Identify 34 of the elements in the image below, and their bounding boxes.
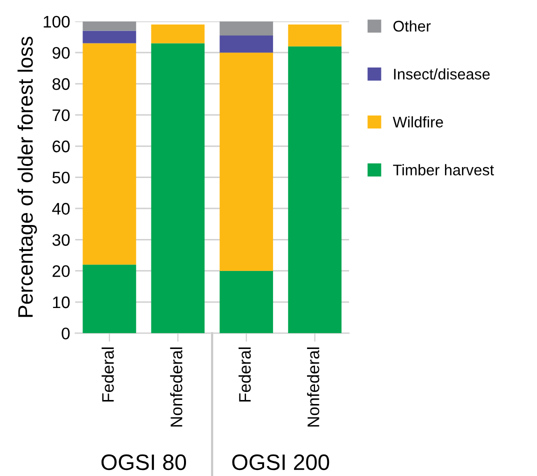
legend-label: Timber harvest: [393, 164, 494, 176]
text: OGSI 200: [232, 454, 330, 470]
bar: [288, 24, 342, 46]
y-axis-title: Percentage of older forest loss: [18, 36, 37, 317]
x-tick-label: Nonfederal: [170, 348, 182, 427]
y-tick-label: 60: [52, 140, 70, 152]
x-tick-label: Federal: [102, 348, 114, 402]
y-tick-label: 80: [52, 78, 70, 90]
bar: [220, 52, 274, 271]
x-tick-label: Nonfederal: [307, 348, 320, 427]
bar: [220, 21, 274, 36]
bar: [151, 24, 205, 44]
bar: [82, 264, 136, 334]
legend-label: Other: [393, 20, 431, 32]
bar: [82, 30, 136, 44]
y-tick-label: 50: [52, 172, 70, 184]
bar: [220, 270, 274, 334]
y-tick-label: 40: [52, 202, 70, 215]
legend-label: Insect/disease: [394, 68, 490, 80]
y-tick-label: 20: [52, 265, 70, 278]
y-tick-label: 100: [44, 16, 70, 28]
bar: [82, 43, 136, 265]
y-tick-label: 30: [52, 234, 70, 246]
y-tick-label: 0: [62, 328, 70, 340]
bar: [288, 46, 342, 334]
y-tick-label: 90: [52, 47, 70, 59]
bar: [151, 43, 205, 334]
x-tick-label: Federal: [238, 348, 251, 402]
y-tick-label: 10: [53, 296, 70, 308]
legend-label: Wildfire: [392, 116, 443, 128]
text: OGSI 80: [101, 454, 186, 470]
y-tick-label: 70: [52, 109, 70, 122]
bar: [82, 21, 136, 31]
bar: [220, 35, 274, 53]
